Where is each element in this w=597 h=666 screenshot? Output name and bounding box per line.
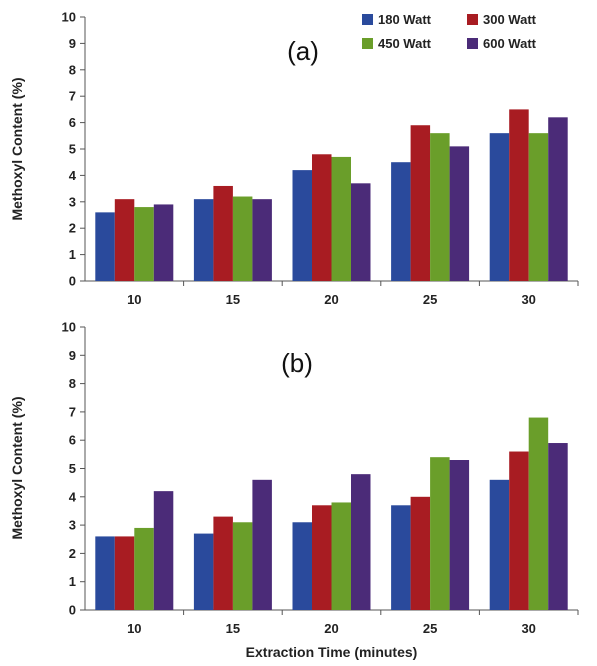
bar-25-s3 [430, 457, 450, 610]
y-tick-label: 9 [69, 348, 76, 363]
bar-25-s1 [391, 505, 411, 610]
y-tick-label: 10 [62, 320, 76, 335]
x-tick-label: 30 [521, 621, 535, 636]
bar-15-s3 [232, 196, 253, 281]
y-tick-label: 2 [69, 546, 76, 561]
y-tick-label: 6 [69, 115, 76, 130]
legend-label: 600 Watt [483, 36, 537, 51]
bar-25-s1 [391, 162, 411, 281]
y-tick-label: 0 [69, 603, 76, 618]
y-tick-label: 5 [69, 142, 76, 157]
chart-panel-b: 0 1 2 3 4 5 6 7 8 9 10 10 15 20 25 30 Methoxyl Content (… [9, 320, 579, 660]
y-tick-label: 4 [69, 489, 77, 504]
bar-10-s3 [134, 527, 154, 610]
panel-label: (a) [287, 36, 319, 66]
y-tick-label: 3 [69, 518, 76, 533]
legend-label: 180 Watt [378, 12, 432, 27]
y-tick-label: 0 [69, 274, 76, 289]
bar-15-s2 [213, 516, 233, 610]
x-axis-title: Extraction Time (minutes) [246, 644, 418, 660]
legend-label: 300 Watt [483, 12, 537, 27]
bar-20-s2 [312, 505, 332, 610]
y-axis-title: Methoxyl Content (%) [9, 396, 25, 539]
x-tick-label: 15 [226, 292, 240, 307]
x-tick-label: 25 [423, 621, 437, 636]
bar-30-s3 [528, 417, 549, 610]
bar-30-s2 [509, 109, 529, 282]
bar-30-s2 [509, 451, 529, 610]
bar-25-s4 [449, 460, 470, 610]
bar-20-s3 [331, 502, 351, 610]
bar-10-s1 [95, 212, 115, 281]
bar-25-s4 [449, 146, 470, 281]
bar-15-s4 [252, 199, 272, 281]
y-tick-label: 10 [62, 10, 76, 25]
bar-10-s4 [153, 204, 174, 281]
bar-10-s4 [153, 491, 174, 610]
bar-10-s2 [114, 536, 135, 610]
x-tick-label: 20 [324, 292, 338, 307]
bar-30-s3 [528, 133, 549, 281]
y-tick-label: 7 [69, 89, 76, 104]
bar-20-s4 [351, 474, 371, 610]
legend-swatch [467, 14, 478, 25]
legend-label: 450 Watt [378, 36, 432, 51]
bar-30-s1 [489, 479, 510, 610]
y-tick-label: 4 [69, 168, 77, 183]
bar-20-s1 [292, 170, 312, 281]
bar-25-s2 [410, 496, 431, 610]
x-tick-label: 25 [423, 292, 437, 307]
bar-20-s2 [312, 154, 332, 281]
bar-15-s4 [252, 479, 272, 610]
bar-15-s1 [193, 199, 214, 281]
x-tick-label: 30 [521, 292, 535, 307]
bar-10-s2 [114, 199, 135, 281]
bar-15-s1 [193, 533, 214, 610]
legend: 180 Watt 300 Watt 450 Watt 600 Watt [362, 12, 537, 51]
y-tick-label: 5 [69, 461, 76, 476]
bar-25-s2 [410, 125, 431, 282]
legend-swatch [362, 38, 373, 49]
bar-30-s1 [489, 133, 510, 281]
bar-10-s3 [134, 207, 154, 281]
x-tick-label: 15 [226, 621, 240, 636]
y-tick-label: 1 [69, 247, 76, 262]
bar-10-s1 [95, 536, 115, 610]
x-tick-label: 10 [127, 621, 141, 636]
y-tick-label: 8 [69, 376, 76, 391]
bar-20-s4 [351, 183, 371, 281]
bar-15-s3 [232, 522, 253, 610]
bar-30-s4 [548, 117, 568, 281]
bar-30-s4 [548, 443, 568, 610]
y-tick-label: 7 [69, 404, 76, 419]
y-tick-label: 1 [69, 574, 76, 589]
x-tick-label: 20 [324, 621, 338, 636]
bar-20-s1 [292, 522, 312, 610]
panel-label: (b) [281, 348, 313, 378]
y-tick-label: 9 [69, 36, 76, 51]
bar-20-s3 [331, 156, 351, 281]
y-tick-label: 2 [69, 221, 76, 236]
bar-25-s3 [430, 133, 450, 281]
y-axis-title: Methoxyl Content (%) [9, 77, 25, 220]
y-tick-label: 3 [69, 194, 76, 209]
legend-swatch [467, 38, 478, 49]
y-tick-label: 8 [69, 62, 76, 77]
bar-15-s2 [213, 185, 233, 281]
x-tick-label: 10 [127, 292, 141, 307]
y-tick-label: 6 [69, 433, 76, 448]
chart-panel-a: 0 1 2 3 4 5 6 7 8 9 10 10 15 20 25 30 Methoxyl Content (… [9, 10, 579, 307]
legend-swatch [362, 14, 373, 25]
